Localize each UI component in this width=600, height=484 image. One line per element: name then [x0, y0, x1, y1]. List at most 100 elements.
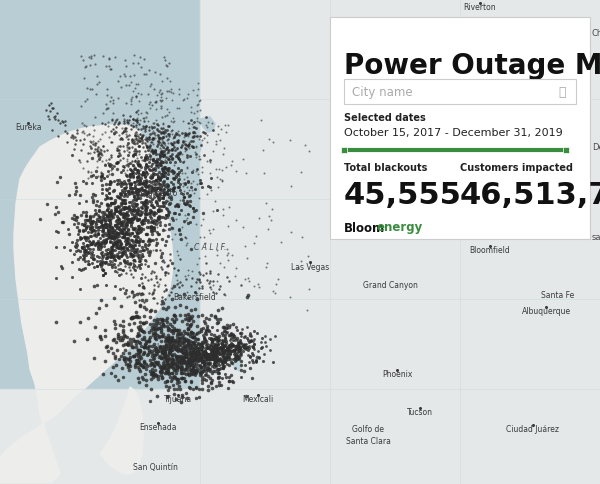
Point: [95, 258, 105, 266]
Point: [191, 290, 200, 298]
Point: [232, 353, 241, 361]
Point: [73, 231, 82, 239]
Point: [95, 150, 104, 157]
Point: [191, 143, 201, 151]
Point: [213, 335, 223, 343]
Point: [160, 215, 170, 223]
Point: [177, 356, 187, 364]
Point: [236, 281, 246, 289]
Point: [149, 204, 159, 212]
Point: [192, 102, 202, 109]
Point: [58, 218, 68, 226]
Point: [113, 252, 123, 260]
Point: [139, 171, 149, 179]
Point: [152, 247, 161, 255]
Point: [182, 363, 191, 371]
Point: [181, 312, 191, 319]
Point: [163, 191, 172, 198]
Point: [210, 313, 220, 321]
Point: [133, 81, 143, 89]
Point: [153, 179, 163, 186]
Point: [197, 359, 206, 366]
Point: [116, 219, 126, 227]
Point: [121, 341, 130, 348]
Point: [230, 337, 240, 345]
Point: [205, 267, 214, 275]
Point: [113, 95, 122, 103]
Point: [199, 359, 209, 367]
Point: [168, 343, 178, 350]
Point: [142, 206, 151, 214]
Point: [121, 131, 131, 138]
Point: [127, 341, 136, 349]
Point: [101, 224, 111, 231]
Point: [150, 135, 160, 143]
Point: [223, 222, 232, 230]
Point: [107, 234, 116, 242]
Point: [167, 360, 177, 367]
Point: [153, 219, 163, 227]
Point: [214, 286, 224, 294]
Text: Eureka: Eureka: [15, 123, 41, 132]
Point: [113, 333, 122, 340]
Point: [130, 213, 139, 221]
Point: [150, 69, 160, 76]
Point: [173, 353, 183, 361]
Point: [113, 159, 122, 166]
Point: [222, 252, 232, 259]
Point: [165, 199, 175, 207]
Point: [161, 226, 170, 234]
Point: [134, 148, 144, 156]
Point: [93, 226, 103, 234]
Point: [191, 352, 200, 360]
Point: [179, 375, 188, 382]
Point: [129, 163, 139, 171]
Point: [174, 200, 184, 208]
Point: [205, 350, 215, 358]
Point: [146, 359, 156, 367]
Point: [206, 312, 216, 319]
Point: [225, 349, 235, 357]
Point: [223, 353, 232, 361]
Point: [132, 232, 142, 240]
Point: [72, 214, 82, 222]
Point: [223, 246, 232, 254]
Point: [96, 243, 106, 251]
Point: [110, 267, 120, 275]
Point: [192, 366, 202, 374]
Point: [140, 136, 149, 143]
Point: [125, 240, 134, 248]
Point: [181, 390, 190, 397]
Text: San José: San José: [94, 223, 126, 232]
Point: [122, 222, 131, 229]
Point: [194, 269, 203, 277]
Point: [177, 170, 187, 178]
Point: [118, 218, 128, 226]
Point: [113, 376, 123, 384]
Point: [123, 355, 133, 363]
Point: [146, 138, 155, 146]
Point: [152, 197, 161, 205]
Point: [187, 345, 197, 352]
Point: [157, 348, 166, 355]
Point: [217, 342, 226, 349]
Polygon shape: [0, 126, 173, 484]
Point: [113, 254, 122, 262]
Point: [177, 393, 187, 401]
Point: [123, 120, 133, 127]
Text: October 15, 2017 - December 31, 2019: October 15, 2017 - December 31, 2019: [344, 128, 563, 138]
Point: [122, 166, 132, 174]
Point: [184, 130, 193, 138]
Point: [52, 179, 62, 187]
Point: [100, 121, 110, 129]
Point: [192, 349, 202, 357]
Point: [181, 370, 191, 378]
Point: [211, 358, 221, 366]
Point: [107, 223, 117, 231]
Point: [126, 223, 136, 230]
Point: [98, 182, 107, 190]
Point: [73, 219, 83, 227]
Point: [169, 350, 178, 358]
Point: [212, 247, 222, 255]
Point: [127, 214, 136, 222]
